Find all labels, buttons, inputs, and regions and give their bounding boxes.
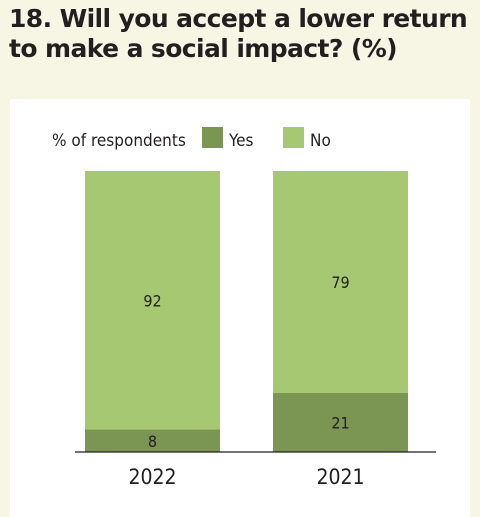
value-label-2022-yes: 8 [148,432,157,451]
legend-label-no: No [310,131,331,151]
bar-2022-no [85,171,220,430]
x-tick-labels: 2022 2021 [128,465,364,489]
bar-2021-yes [273,392,408,452]
bar-2021-no [273,171,408,393]
chart-title-line-1: 18. Will you accept a lower return [9,4,468,33]
x-tick-label-2021: 2021 [316,465,364,489]
chart-title: 18. Will you accept a lower return to ma… [9,4,471,64]
legend-label-yes: Yes [228,131,253,151]
value-label-2021-yes: 21 [331,413,349,432]
chart-title-line-2: to make a social impact? (%) [9,34,398,63]
value-label-2021-no: 79 [331,273,349,292]
value-labels: 8 92 21 79 [143,273,349,451]
bars [85,171,408,452]
x-tick-label-2022: 2022 [128,465,176,489]
stacked-bar-chart: % of respondents Yes No 8 92 21 79 2022 2021 [52,127,436,489]
chart-panel: % of respondents Yes No 8 92 21 79 2022 2021 [10,99,470,517]
legend: % of respondents Yes No [52,127,331,151]
bar-2022-yes [85,429,220,452]
legend-swatch-yes [202,127,223,148]
value-label-2022-no: 92 [143,291,161,310]
legend-swatch-no [283,127,304,148]
legend-title: % of respondents [52,131,186,151]
